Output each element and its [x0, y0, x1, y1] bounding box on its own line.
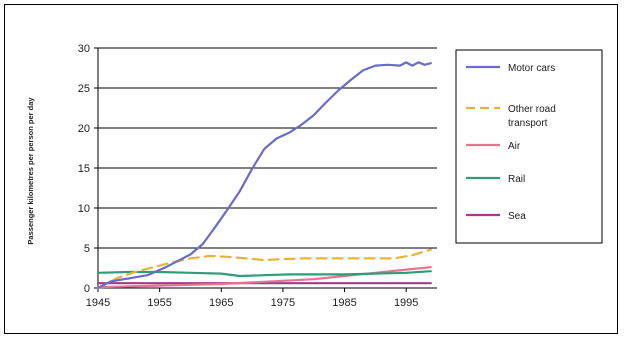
- y-tick-label: 0: [84, 283, 90, 295]
- y-tick-label: 5: [84, 243, 90, 255]
- x-tick-label: 1995: [394, 297, 418, 309]
- gridlines: [98, 47, 437, 249]
- line-chart: 0 5 10 15 20 25 30 1945 1955 1965 1975 1985 1995 Pa…: [26, 43, 603, 309]
- y-tick-label: 20: [78, 123, 90, 135]
- series-line-rail: [96, 270, 432, 278]
- chart-frame: 0 5 10 15 20 25 30 1945 1955 1965 1975 1985 1995 Pa…: [4, 4, 618, 334]
- x-tick-label: 1975: [271, 297, 295, 309]
- series-line-air: [96, 266, 432, 289]
- legend-label: Motor cars: [508, 63, 555, 74]
- y-tick-label: 15: [78, 163, 90, 175]
- y-tick-label: 25: [78, 83, 90, 95]
- legend-box: [455, 49, 603, 244]
- y-tick-label: 10: [78, 203, 90, 215]
- x-tick-label: 1965: [209, 297, 233, 309]
- legend-label: Air: [508, 141, 521, 152]
- legend-label: transport: [508, 118, 548, 129]
- x-tick-label: 1945: [86, 297, 110, 309]
- x-tick-label: 1955: [147, 297, 171, 309]
- series-line-motor-cars: [96, 61, 432, 290]
- legend: Motor cars Other road transport Air Rail Sea: [455, 49, 603, 244]
- y-axis-label: Passenger kilometres per person per day: [26, 97, 35, 245]
- y-tick-label: 30: [78, 43, 90, 55]
- x-tick-label: 1985: [332, 297, 356, 309]
- x-axis-ticks: 1945 1955 1965 1975 1985 1995: [86, 288, 418, 309]
- series-line-other-road-transport: [96, 248, 432, 290]
- y-axis-ticks: 0 5 10 15 20 25 30: [78, 43, 98, 295]
- legend-label: Rail: [508, 174, 525, 185]
- legend-label: Sea: [508, 211, 526, 222]
- legend-label: Other road: [508, 104, 556, 115]
- series-lines: [96, 61, 432, 290]
